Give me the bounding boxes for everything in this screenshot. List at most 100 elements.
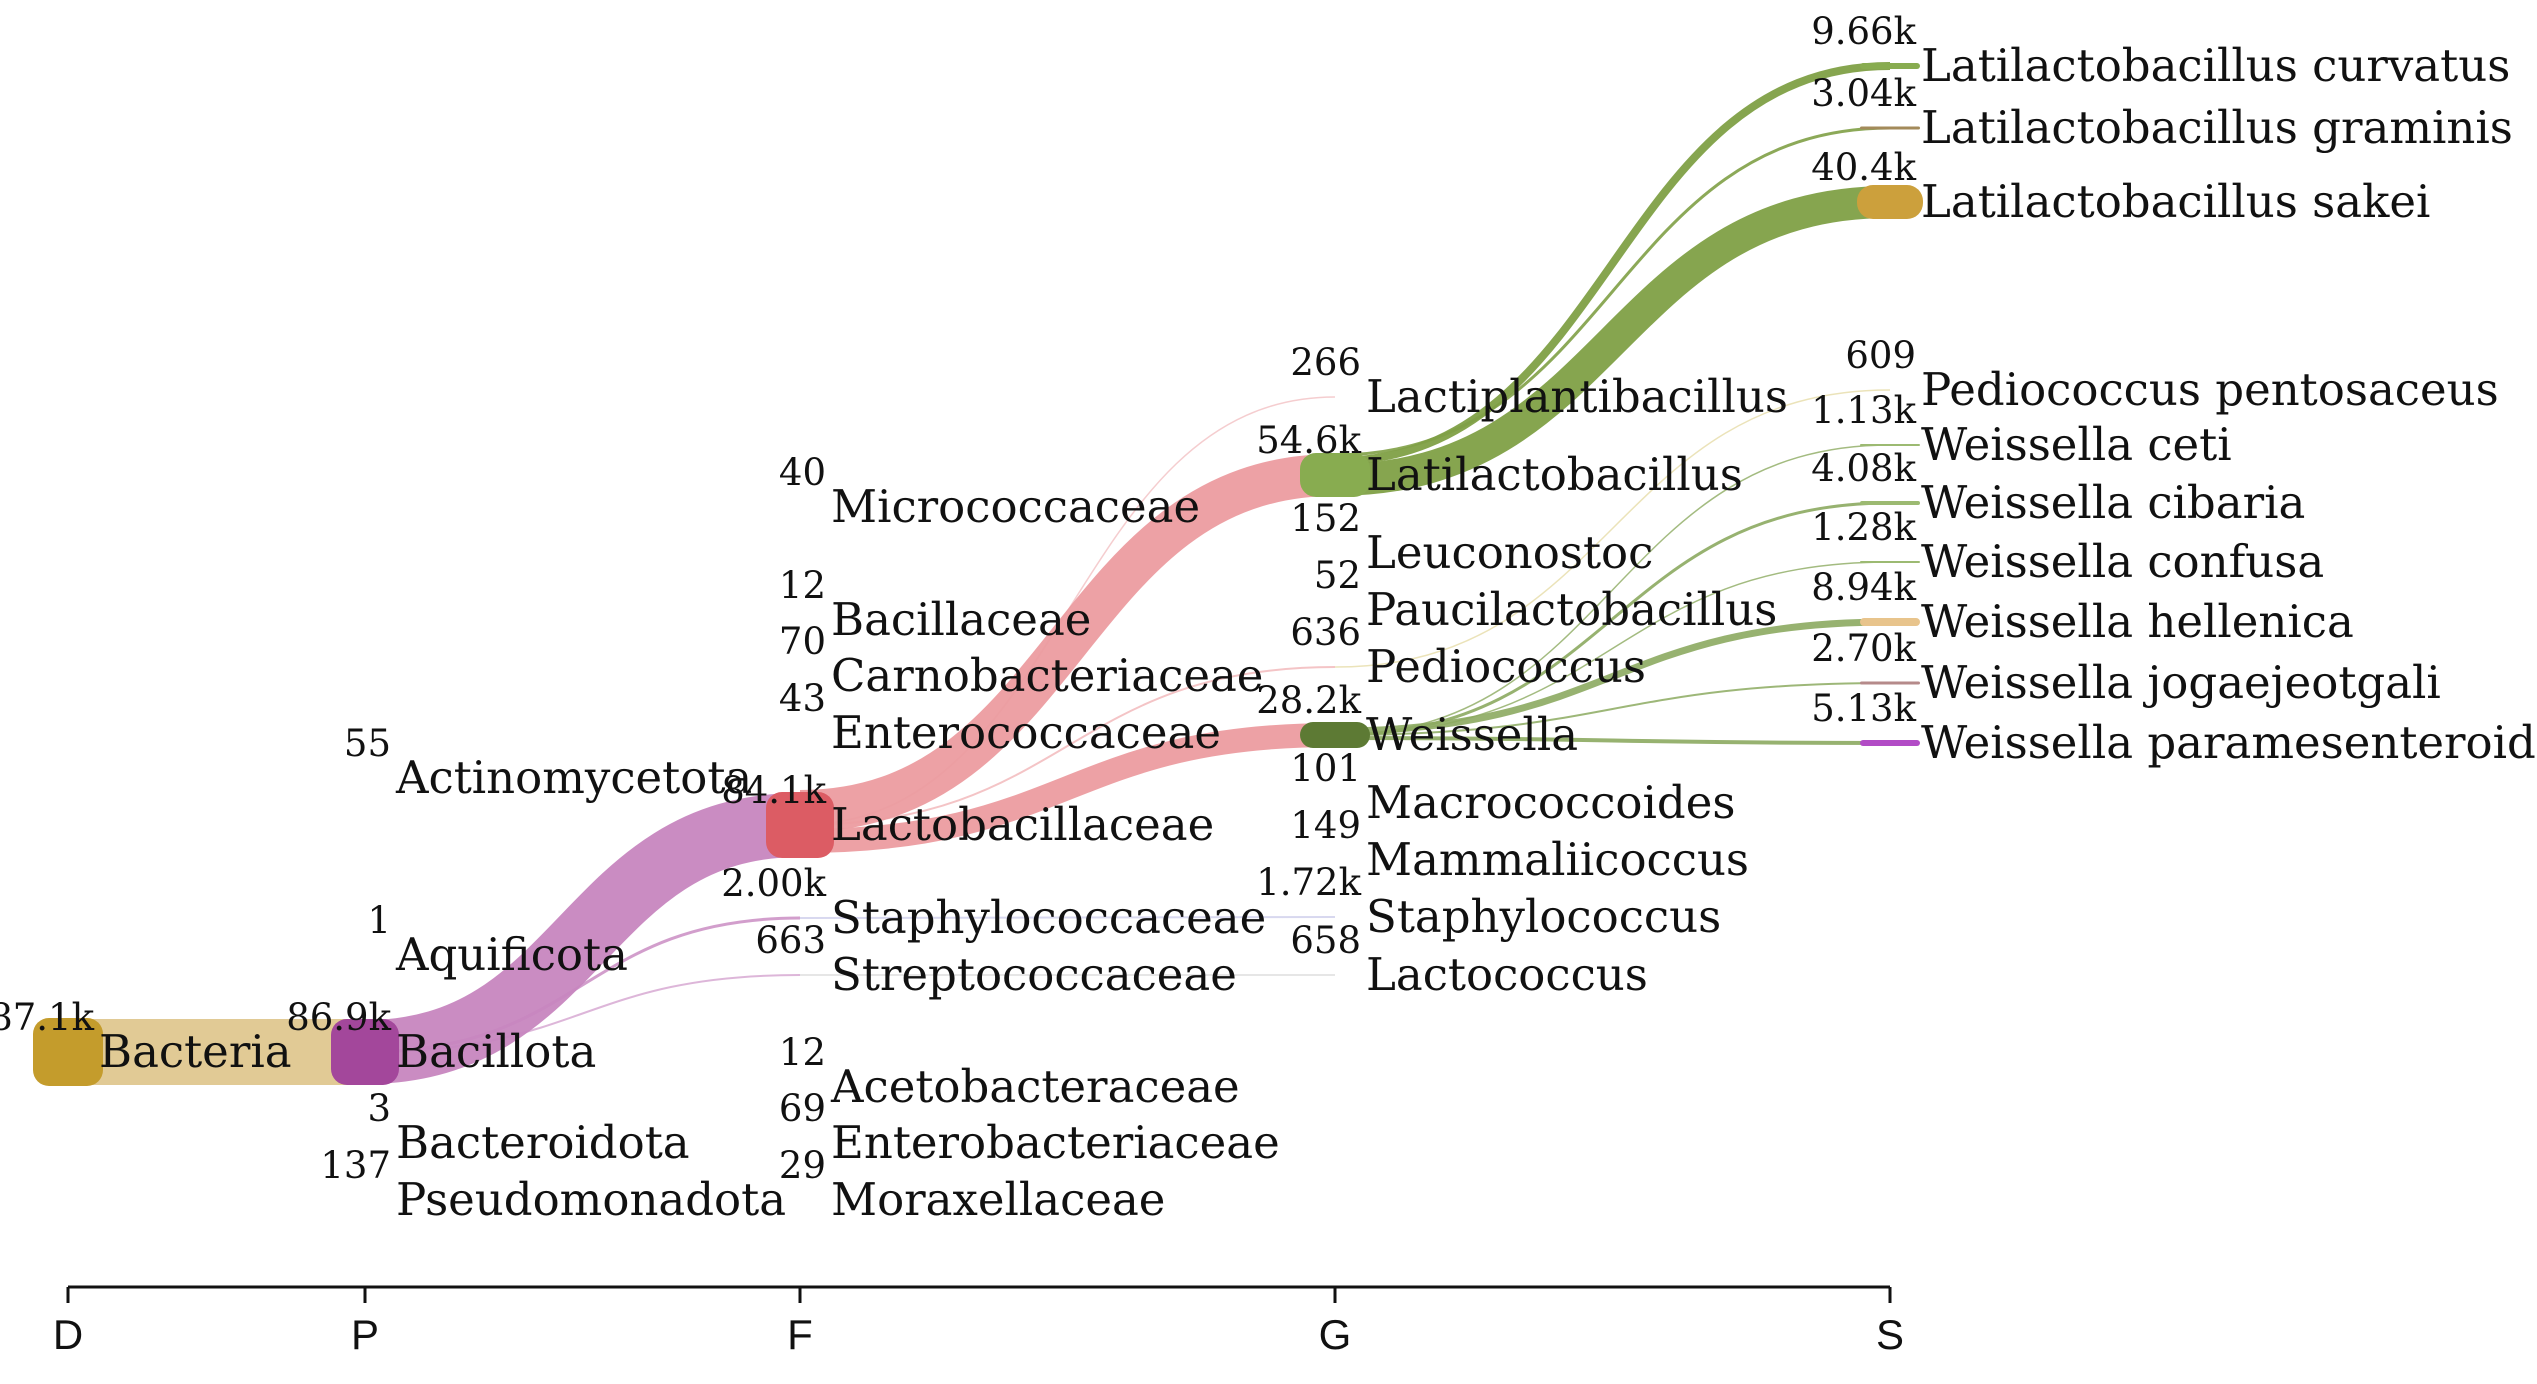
flow-link-latilactobacillus-to-l-graminis	[1334, 126, 1891, 457]
node-name-streptococcaceae: Streptococcaceae	[831, 948, 1237, 1001]
axis-label-S: S	[1876, 1311, 1904, 1358]
node-marker-w-hellenica	[1860, 618, 1920, 626]
node-name-p-pentosaceus: Pediococcus pentosaceus	[1921, 363, 2499, 416]
node-marker-l-sakei	[1857, 185, 1923, 219]
node-name-lactiplantibacillus: Lactiplantibacillus	[1366, 370, 1788, 423]
node-marker-w-cibaria	[1860, 501, 1920, 505]
node-count-aquificota: 1	[367, 899, 391, 942]
node-marker-w-ceti	[1860, 444, 1920, 446]
node-count-l-curvatus: 9.66k	[1811, 10, 1916, 53]
labels-layer: Bacteria87.1kActinomycetota55Aquificota1…	[0, 10, 2537, 1226]
node-name-bacteroidota: Bacteroidota	[396, 1116, 690, 1169]
node-name-moraxellaceae: Moraxellaceae	[831, 1173, 1165, 1226]
node-count-staphylococcus: 1.72k	[1256, 861, 1361, 904]
node-count-bacteroidota: 3	[367, 1087, 391, 1130]
node-name-lactobacillaceae: Lactobacillaceae	[831, 798, 1214, 851]
flow-link-lactobacillaceae-to-lactiplantibacillus	[799, 396, 1336, 826]
node-name-staphylococcus: Staphylococcus	[1366, 890, 1721, 943]
node-name-l-sakei: Latilactobacillus sakei	[1921, 175, 2430, 228]
node-count-bacteria: 87.1k	[0, 996, 95, 1039]
node-marker-bacillota	[331, 1019, 399, 1085]
node-name-latilactobacillus: Latilactobacillus	[1366, 448, 1743, 501]
node-count-w-hellenica: 8.94k	[1811, 566, 1916, 609]
node-name-w-cibaria: Weissella cibaria	[1921, 476, 2305, 529]
node-count-carnobacteriaceae: 70	[779, 620, 826, 663]
node-count-pseudomonadota: 137	[320, 1144, 391, 1187]
node-count-pediococcus: 636	[1290, 611, 1361, 654]
node-count-enterococcaceae: 43	[779, 677, 826, 720]
node-name-w-hellenica: Weissella hellenica	[1921, 595, 2354, 648]
axis-label-F: F	[787, 1311, 813, 1358]
node-name-leuconostoc: Leuconostoc	[1366, 526, 1653, 579]
node-name-actinomycetota: Actinomycetota	[395, 751, 752, 804]
node-count-micrococcaceae: 40	[779, 451, 826, 494]
axis-label-D: D	[53, 1311, 83, 1358]
node-count-lactobacillaceae: 84.1k	[721, 769, 826, 812]
flow-link-weissella-to-w-jogaejeotgali	[1334, 682, 1891, 736]
node-count-leuconostoc: 152	[1290, 497, 1361, 540]
node-count-w-confusa: 1.28k	[1811, 506, 1916, 549]
node-marker-weissella	[1300, 722, 1370, 748]
node-count-acetobacteraceae: 12	[779, 1031, 826, 1074]
node-count-staphylococcaceae: 2.00k	[721, 862, 826, 905]
axis-label-P: P	[351, 1311, 379, 1358]
node-name-enterococcaceae: Enterococcaceae	[831, 706, 1221, 759]
flow-link-lactobacillaceae-to-pediococcus	[799, 666, 1336, 826]
node-name-enterobacteriaceae: Enterobacteriaceae	[831, 1116, 1280, 1169]
node-marker-w-jogaejeotgali	[1860, 681, 1920, 685]
flow-link-staphylococcaceae-to-staphylococcus	[799, 916, 1336, 919]
node-name-l-graminis: Latilactobacillus graminis	[1921, 101, 2513, 154]
node-name-pseudomonadota: Pseudomonadota	[396, 1173, 786, 1226]
node-marker-w-paramesenteroides	[1860, 740, 1920, 746]
node-name-w-jogaejeotgali: Weissella jogaejeotgali	[1921, 656, 2441, 709]
flow-link-bacillota-to-lactobacillaceae	[364, 793, 801, 1084]
node-name-w-paramesenteroides: Weissella paramesenteroides	[1921, 716, 2537, 769]
node-marker-w-confusa	[1860, 561, 1920, 563]
node-count-w-cibaria: 4.08k	[1811, 447, 1916, 490]
node-name-lactococcus: Lactococcus	[1366, 948, 1648, 1001]
node-count-w-paramesenteroides: 5.13k	[1811, 687, 1916, 730]
node-name-bacillota: Bacillota	[396, 1025, 596, 1078]
node-count-macrococcoides: 101	[1290, 747, 1361, 790]
node-name-weissella: Weissella	[1366, 708, 1578, 761]
node-name-w-ceti: Weissella ceti	[1921, 418, 2232, 471]
node-count-lactococcus: 658	[1290, 919, 1361, 962]
node-name-aquificota: Aquificota	[395, 928, 628, 981]
node-count-enterobacteriaceae: 69	[779, 1087, 826, 1130]
node-count-paucilactobacillus: 52	[1314, 554, 1361, 597]
node-count-bacillaceae: 12	[779, 564, 826, 607]
node-name-bacillaceae: Bacillaceae	[831, 593, 1091, 646]
node-name-l-curvatus: Latilactobacillus curvatus	[1921, 39, 2510, 92]
node-name-pediococcus: Pediococcus	[1366, 640, 1646, 693]
flow-link-weissella-to-w-paramesenteroides	[1334, 736, 1891, 745]
nodes-layer	[33, 63, 1923, 1086]
node-count-actinomycetota: 55	[344, 722, 391, 765]
flow-link-weissella-to-w-ceti	[1334, 444, 1891, 736]
node-name-mammaliicoccus: Mammaliicoccus	[1366, 833, 1749, 886]
axis-label-G: G	[1319, 1311, 1352, 1358]
node-count-lactiplantibacillus: 266	[1290, 341, 1361, 384]
node-marker-l-curvatus	[1860, 63, 1920, 69]
node-marker-lactobacillaceae	[766, 792, 834, 858]
node-count-l-sakei: 40.4k	[1811, 146, 1916, 189]
flow-link-bacillota-to-streptococcaceae	[364, 974, 801, 1053]
flow-link-latilactobacillus-to-l-curvatus	[1334, 62, 1891, 465]
node-name-macrococcoides: Macrococcoides	[1366, 776, 1735, 829]
node-name-micrococcaceae: Micrococcaceae	[831, 480, 1200, 533]
node-name-acetobacteraceae: Acetobacteraceae	[830, 1060, 1240, 1113]
flow-link-lactobacillaceae-to-weissella	[799, 723, 1336, 853]
node-count-bacillota: 86.9k	[286, 996, 391, 1039]
links-layer	[68, 62, 1891, 1086]
node-name-bacteria: Bacteria	[99, 1025, 292, 1078]
node-name-carnobacteriaceae: Carnobacteriaceae	[831, 649, 1263, 702]
node-marker-latilactobacillus	[1300, 453, 1370, 497]
node-count-moraxellaceae: 29	[779, 1144, 826, 1187]
flow-link-weissella-to-w-confusa	[1334, 561, 1891, 736]
node-name-staphylococcaceae: Staphylococcaceae	[831, 891, 1266, 944]
node-count-streptococcaceae: 663	[755, 919, 826, 962]
node-count-p-pentosaceus: 609	[1845, 334, 1916, 377]
node-count-w-jogaejeotgali: 2.70k	[1811, 627, 1916, 670]
flow-link-weissella-to-w-cibaria	[1334, 501, 1891, 737]
flow-link-bacillota-to-staphylococcaceae	[364, 916, 801, 1054]
